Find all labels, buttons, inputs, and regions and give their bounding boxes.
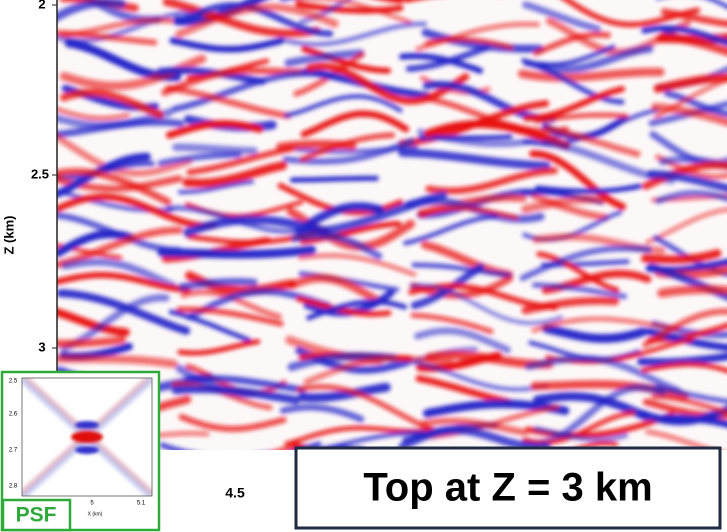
psf-y-tick: 2.6 — [9, 412, 18, 418]
reflector — [162, 250, 312, 255]
y-tick-label: 3 — [38, 339, 45, 354]
psf-x-tick: 5.1 — [137, 501, 146, 507]
psf-y-tick: 2.7 — [9, 448, 18, 454]
y-tick-label: 2 — [38, 0, 45, 11]
figure: 2 2.5 3 Z (km) 4.5 Top at Z = 3 km 2.5 2… — [0, 0, 727, 532]
psf-image — [18, 378, 156, 496]
psf-y-tick: 2.8 — [9, 484, 18, 490]
caption: Top at Z = 3 km — [363, 466, 652, 510]
psf-y-tick: 2.5 — [9, 379, 18, 385]
psf-label: PSF — [16, 504, 57, 527]
reflector — [292, 178, 376, 180]
y-axis-label: Z (km) — [1, 216, 16, 255]
x-tick-label: 4.5 — [225, 485, 245, 501]
reflector — [176, 147, 254, 151]
psf-x-label: X (km) — [88, 511, 103, 517]
reflector — [420, 137, 510, 138]
y-tick-label: 2.5 — [31, 166, 49, 181]
